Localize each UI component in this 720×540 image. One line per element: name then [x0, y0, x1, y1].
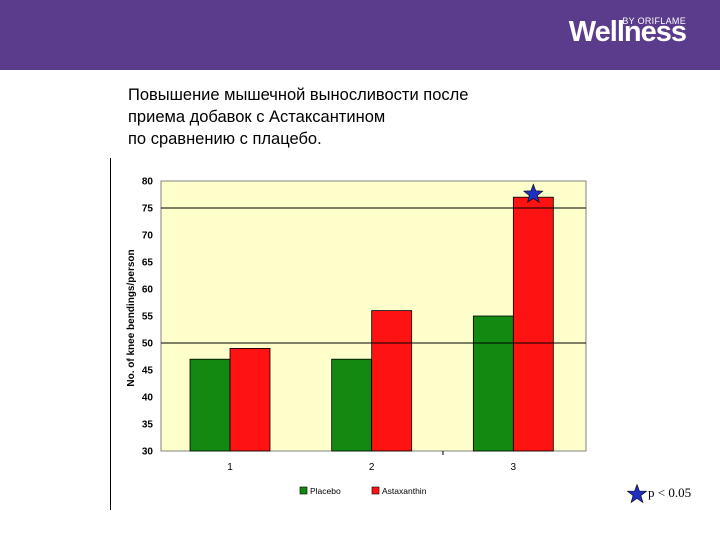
bar-astaxanthin-3: [512, 196, 554, 452]
brand-name: Wellness: [568, 16, 687, 48]
star-icon: [627, 484, 647, 504]
legend-label-placebo: Placebo: [310, 486, 341, 496]
y-tick-label: 50: [142, 339, 154, 350]
x-tick-label: 3: [511, 462, 517, 473]
header-bar: BY ORIFLAME Wellness: [0, 0, 720, 70]
y-tick-label: 60: [142, 285, 154, 296]
bar-astaxanthin-2: [371, 310, 413, 452]
x-tick-label: 1: [227, 462, 233, 473]
y-tick-label: 35: [142, 420, 154, 431]
title-line-3: по сравнению с плацебо.: [128, 130, 322, 148]
bar-placebo-3: [472, 315, 514, 452]
y-tick-label: 45: [142, 366, 154, 377]
y-tick-label: 75: [142, 204, 154, 215]
brand-logo: BY ORIFLAME Wellness: [568, 14, 687, 50]
y-tick-label: 40: [142, 393, 154, 404]
y-tick-label: 65: [142, 258, 154, 269]
y-tick-label: 70: [142, 231, 154, 242]
y-tick-label: 55: [142, 312, 154, 323]
legend-swatch-placebo: [299, 486, 308, 495]
significance-note: p < 0.05: [648, 485, 692, 500]
y-tick-label: 30: [142, 447, 154, 458]
title-line-1: Повышение мышечной выносливости после: [128, 86, 469, 104]
x-tick-label: 2: [369, 462, 375, 473]
divider-line: [110, 158, 111, 510]
legend-swatch-astaxanthin: [371, 486, 380, 495]
y-tick-label: 80: [142, 177, 154, 188]
significance-star-icon: [522, 183, 544, 203]
title-line-2: приема добавок с Астаксантином: [128, 108, 386, 126]
bar-placebo-2: [331, 358, 373, 452]
slide-title: Повышение мышечной выносливости после пр…: [128, 84, 588, 150]
bar-placebo-1: [189, 358, 231, 452]
brand-sub-label: BY ORIFLAME: [622, 16, 686, 26]
bar-astaxanthin-1: [229, 347, 271, 452]
legend-label-astaxanthin: Astaxanthin: [382, 486, 427, 496]
y-axis-title: No. of knee bendings/person: [126, 249, 137, 386]
